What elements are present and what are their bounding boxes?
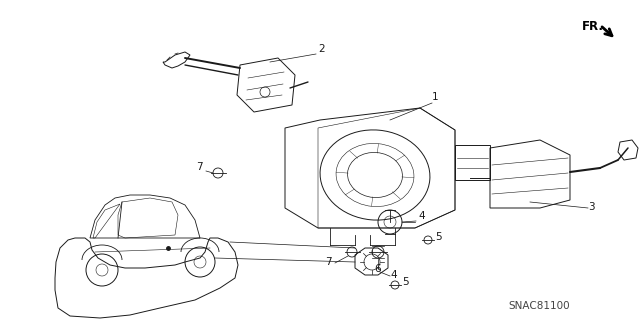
Text: 7: 7 [196, 162, 203, 172]
Text: FR.: FR. [582, 20, 604, 33]
Text: 5: 5 [435, 232, 442, 242]
Text: 7: 7 [325, 257, 332, 267]
Text: SNAC81100: SNAC81100 [508, 301, 570, 311]
Text: 5: 5 [402, 277, 408, 287]
Text: 1: 1 [432, 92, 438, 102]
Text: 2: 2 [318, 44, 324, 54]
Text: 3: 3 [588, 202, 595, 212]
Text: 6: 6 [374, 264, 381, 274]
Text: 4: 4 [418, 211, 424, 221]
Text: 4: 4 [390, 270, 397, 280]
